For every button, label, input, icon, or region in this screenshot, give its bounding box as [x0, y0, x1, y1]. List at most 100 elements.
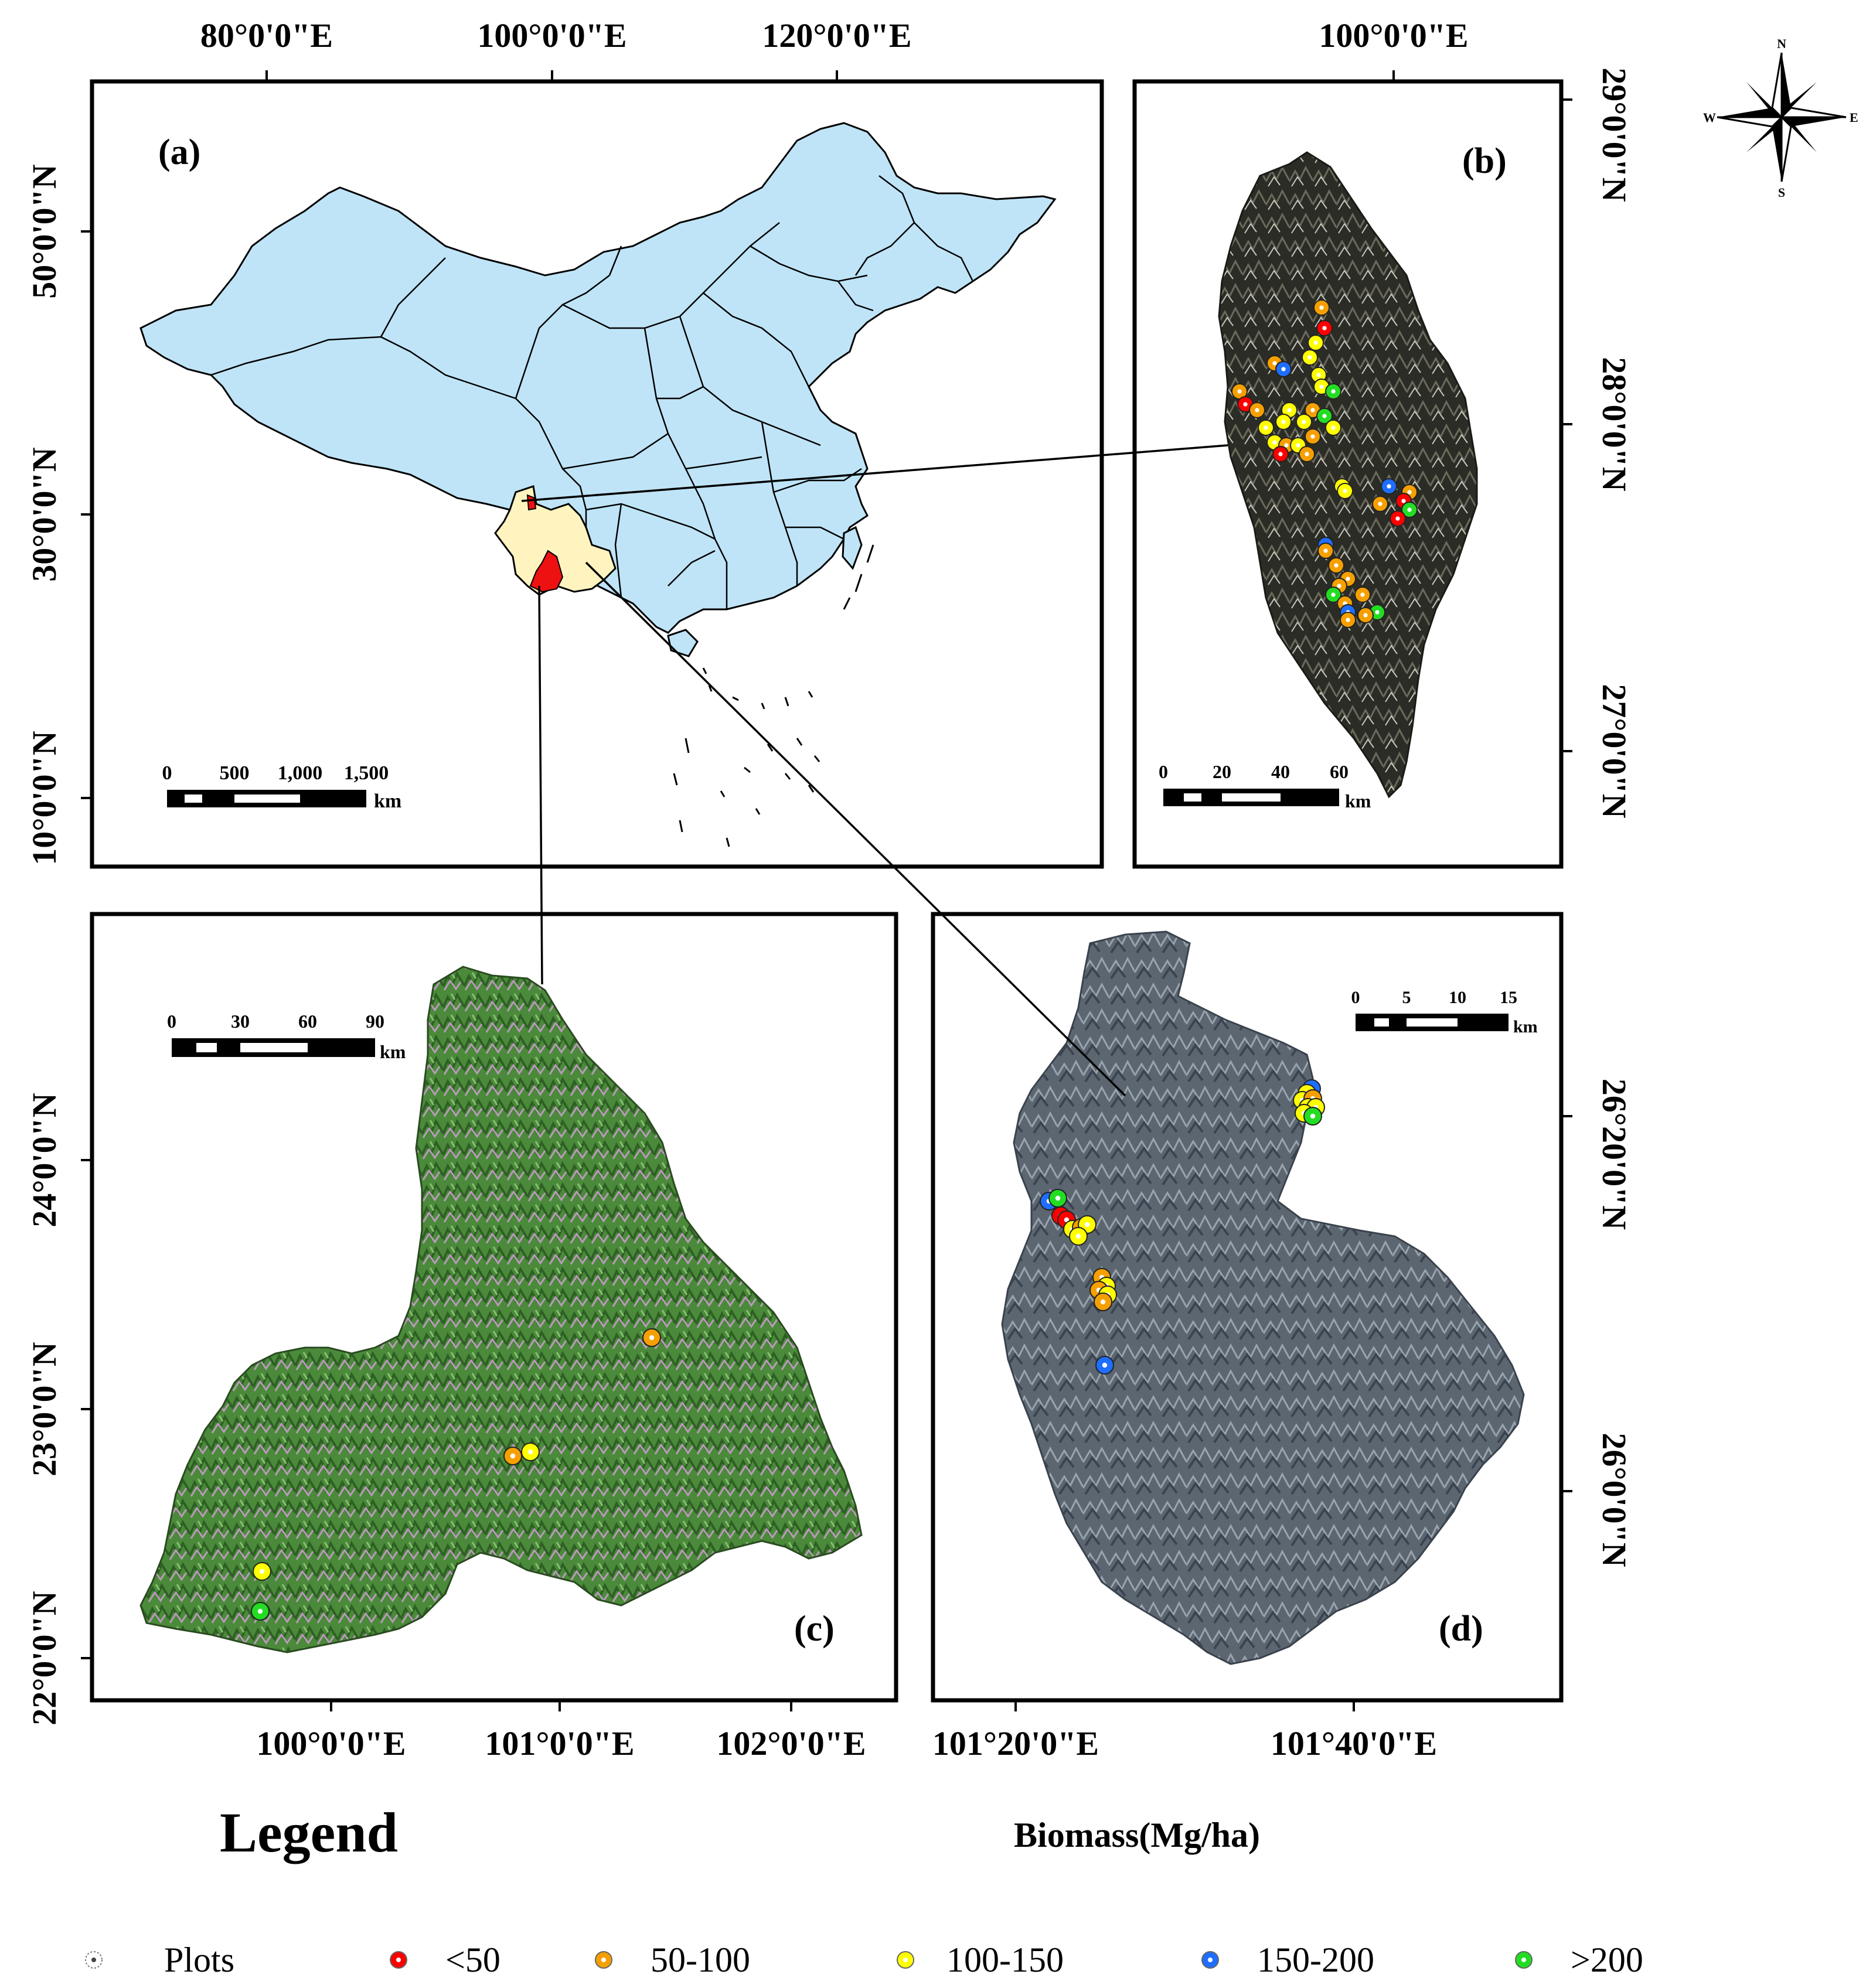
- legend-item-label: 150-200: [1257, 1941, 1374, 1979]
- svg-text:20: 20: [1213, 761, 1231, 782]
- svg-text:60: 60: [1330, 761, 1349, 782]
- legend-swatch-dot: [396, 1958, 401, 1962]
- plot-marker-dot: [1255, 408, 1259, 412]
- plot-marker-dot: [1378, 502, 1383, 506]
- legend-swatch-dot: [91, 1958, 96, 1962]
- plot-marker-dot: [1331, 592, 1336, 597]
- plot-marker-dot: [1084, 1222, 1090, 1227]
- plot-marker-dot: [1401, 499, 1406, 503]
- panel-d-bottom-label-1: 101°20'0"E: [932, 1724, 1099, 1762]
- north-arrow-icon: N S E W: [1703, 36, 1858, 200]
- plot-marker-dot: [1284, 443, 1289, 448]
- plot-marker-dot: [257, 1608, 263, 1614]
- plot-marker-dot: [1323, 548, 1328, 553]
- legend: Legend Biomass(Mg/ha) Plots <50 50-100 100-…: [85, 1801, 1643, 1979]
- plot-marker-dot: [1331, 389, 1336, 394]
- panel-b-right-label-3: 27°0'0"N: [1595, 684, 1633, 819]
- panel-d-right-label-1: 26°20'0"N: [1595, 1079, 1633, 1230]
- svg-text:0: 0: [162, 762, 172, 784]
- panel-a-left-label-1: 50°0'0"N: [25, 164, 63, 299]
- south-china-sea-islands: [673, 544, 874, 847]
- svg-text:30: 30: [231, 1011, 250, 1032]
- svg-text:km: km: [380, 1041, 406, 1062]
- panel-c-bottom-label-1: 100°0'0"E: [256, 1724, 406, 1762]
- plot-marker-dot: [1322, 414, 1327, 418]
- panel-b-top-label: 100°0'0"E: [1319, 16, 1468, 54]
- panel-c-plot-markers: [251, 1328, 661, 1621]
- compass-w: W: [1703, 110, 1716, 125]
- panel-b-scale-bar: 0 20 40 60 km: [1159, 761, 1371, 811]
- legend-swatch-dot: [1521, 1958, 1526, 1962]
- plot-marker-dot: [1237, 389, 1242, 394]
- legend-items: Plots <50 50-100 100-150 150-200 >200: [85, 1941, 1643, 1979]
- panel-d-bottom-label-2: 101°40'0"E: [1271, 1724, 1437, 1762]
- plot-marker-dot: [1337, 584, 1341, 588]
- connector-lines: [521, 444, 1228, 1097]
- panel-c-left-label-2: 23°0'0"N: [25, 1342, 63, 1476]
- panel-b-label: (b): [1462, 141, 1507, 181]
- panel-a-top-label-3: 120°0'0"E: [762, 16, 911, 54]
- svg-text:0: 0: [1351, 988, 1360, 1007]
- panel-c: 100°0'0"E 101°0'0"E 102°0'0"E 24°0'0"N 2…: [25, 912, 898, 1762]
- legend-item-label: 100-150: [946, 1941, 1064, 1979]
- compass-s: S: [1778, 185, 1785, 200]
- legend-item-label: Plots: [164, 1941, 234, 1979]
- plot-marker-dot: [1346, 618, 1350, 622]
- panel-d-right-label-2: 26°0'0"N: [1595, 1433, 1633, 1567]
- panel-d: 101°20'0"E 101°40'0"E 26°20'0"N 26°0'0"N…: [931, 912, 1633, 1762]
- panel-b-study-area: [1218, 151, 1478, 799]
- svg-text:1,500: 1,500: [344, 762, 389, 784]
- panel-c-bottom-label-3: 102°0'0"E: [716, 1724, 866, 1762]
- panel-b-right-label-1: 29°0'0"N: [1595, 67, 1633, 202]
- plot-marker-dot: [1278, 452, 1283, 456]
- svg-text:km: km: [1345, 790, 1371, 811]
- legend-swatch-dot: [1208, 1958, 1213, 1962]
- legend-swatch-dot: [903, 1958, 908, 1962]
- plot-marker-dot: [1407, 490, 1412, 495]
- plot-marker-dot: [1310, 1113, 1316, 1119]
- panel-a-top-label-1: 80°0'0"E: [200, 16, 333, 54]
- panel-b: 100°0'0"E 29°0'0"N 28°0'0"N 27°0'0"N (b)…: [1132, 16, 1633, 869]
- plot-marker-dot: [510, 1453, 516, 1459]
- plot-marker-dot: [1316, 373, 1321, 377]
- plot-marker-dot: [1102, 1362, 1108, 1368]
- plot-marker-dot: [1387, 484, 1391, 489]
- plot-marker-dot: [527, 1449, 533, 1455]
- compass-e: E: [1850, 110, 1858, 125]
- panel-b-right-label-2: 28°0'0"N: [1595, 357, 1633, 492]
- svg-text:5: 5: [1402, 988, 1411, 1007]
- legend-item-label: <50: [445, 1941, 500, 1979]
- plot-marker-dot: [1319, 384, 1324, 389]
- plot-marker-dot: [1302, 420, 1306, 424]
- plot-marker-dot: [1375, 610, 1380, 615]
- panel-c-bottom-label-2: 101°0'0"E: [485, 1724, 634, 1762]
- panel-a-scale-bar: 0 500 1,000 1,500 km: [162, 762, 402, 812]
- svg-text:40: 40: [1271, 761, 1290, 782]
- plot-marker-dot: [1395, 516, 1400, 521]
- plot-marker-dot: [1363, 613, 1368, 618]
- plot-marker-dot: [1264, 425, 1268, 430]
- svg-text:0: 0: [1159, 761, 1168, 782]
- legend-item-label: 50-100: [651, 1941, 750, 1979]
- plot-marker-dot: [1272, 361, 1277, 366]
- legend-title: Legend: [220, 1801, 398, 1864]
- plot-marker-dot: [1310, 434, 1315, 439]
- plot-marker-dot: [1319, 305, 1324, 310]
- compass-n: N: [1777, 36, 1786, 51]
- panel-a-left-label-3: 10°0'0"N: [25, 731, 63, 865]
- plot-marker-dot: [1334, 563, 1339, 568]
- study-area-red: [529, 550, 564, 593]
- panel-d-study-area: [1001, 930, 1525, 1665]
- plot-marker-dot: [1296, 443, 1300, 448]
- panel-b-plot-markers: [1231, 299, 1418, 628]
- svg-text:1,000: 1,000: [278, 762, 323, 784]
- panel-c-scale-bar: 0 30 60 90 km: [167, 1011, 406, 1062]
- panel-a: 80°0'0"E 100°0'0"E 120°0'0"E 50°0'0"N 30…: [25, 16, 1104, 869]
- plot-marker-dot: [1243, 402, 1248, 407]
- legend-subtitle: Biomass(Mg/ha): [1014, 1816, 1260, 1854]
- svg-text:10: 10: [1449, 988, 1466, 1007]
- plot-marker-dot: [1407, 507, 1412, 512]
- svg-text:15: 15: [1500, 988, 1517, 1007]
- svg-text:60: 60: [298, 1011, 317, 1032]
